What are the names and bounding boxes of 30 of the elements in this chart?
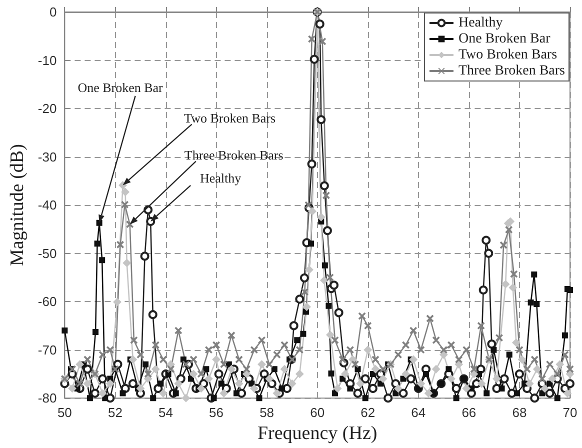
x-tick-label: 64 <box>411 405 426 420</box>
legend-label: One Broken Bar <box>458 32 551 46</box>
annotation: Healthy <box>200 170 242 186</box>
x-tick-label: 58 <box>260 405 274 420</box>
y-tick-label: -10 <box>38 52 57 68</box>
y-tick-label: -40 <box>38 198 57 213</box>
y-tick-label: 0 <box>49 4 57 20</box>
y-tick-label: -50 <box>38 246 57 261</box>
y-tick-label: -80 <box>38 390 57 406</box>
x-tick-label: 66 <box>462 405 476 420</box>
x-tick-label: 68 <box>512 405 527 420</box>
y-tick-label: -30 <box>38 149 57 164</box>
legend-label: Healthy <box>458 16 503 30</box>
y-axis-title: Magnitude (dB) <box>7 144 28 266</box>
annotation: Three Broken Bars <box>184 147 284 162</box>
annotation: One Broken Bar <box>78 80 164 95</box>
x-tick-label: 70 <box>562 405 578 420</box>
x-tick-label: 50 <box>57 405 72 420</box>
x-tick-label: 56 <box>209 405 224 420</box>
y-tick-label: -60 <box>38 294 57 310</box>
legend-label: Three Broken Bars <box>458 64 566 78</box>
x-axis-title: Frequency (Hz) <box>257 423 378 444</box>
x-tick-label: 52 <box>108 405 122 420</box>
x-tick-label: 62 <box>360 405 376 420</box>
y-tick-label: -70 <box>38 342 57 358</box>
y-tick-label: -20 <box>38 101 57 116</box>
legend-label: Two Broken Bars <box>458 48 558 62</box>
x-tick-label: 60 <box>310 405 325 420</box>
x-tick-label: 54 <box>158 405 173 420</box>
annotation: Two Broken Bars <box>184 110 276 126</box>
